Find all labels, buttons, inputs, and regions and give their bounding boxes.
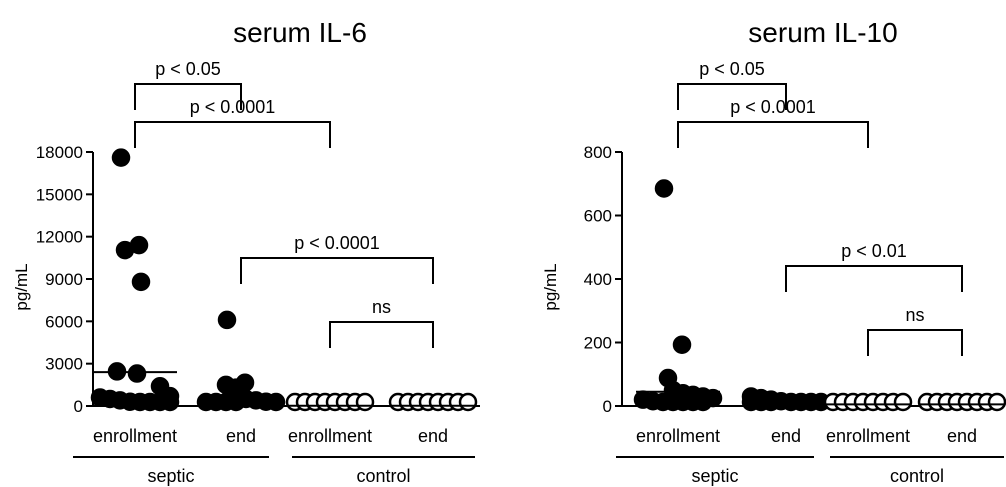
y-tick-label: 9000 xyxy=(45,270,83,289)
y-tick-label: 200 xyxy=(584,334,612,353)
x-category-label: end xyxy=(947,426,977,446)
data-point xyxy=(111,148,131,167)
significance-bracket xyxy=(677,83,787,110)
significance-bracket xyxy=(785,265,963,292)
data-point xyxy=(226,392,246,412)
y-tick-label: 800 xyxy=(584,143,612,162)
chart-title: serum IL-6 xyxy=(233,17,367,48)
group-label: control xyxy=(890,466,944,486)
data-point xyxy=(115,240,135,260)
il10-panel: serum IL-10 0 200 400 600 800 pg/mL enrollment e… xyxy=(541,17,1006,486)
x-category-label: enrollment xyxy=(826,426,910,446)
group-label: septic xyxy=(691,466,738,486)
y-tick-label: 3000 xyxy=(45,355,83,374)
y-tick-label: 600 xyxy=(584,207,612,226)
significance-bracket xyxy=(329,321,434,348)
data-point xyxy=(893,392,913,412)
data-point xyxy=(458,392,478,412)
significance-label: p < 0.0001 xyxy=(294,233,380,253)
data-point xyxy=(672,335,692,354)
data-point xyxy=(693,392,713,412)
significance-label: p < 0.0001 xyxy=(190,97,276,117)
data-point xyxy=(266,392,286,412)
x-category-label: enrollment xyxy=(636,426,720,446)
data-point xyxy=(217,310,237,330)
significance-bracket xyxy=(677,121,869,148)
significance-bracket xyxy=(134,83,242,110)
significance-bracket xyxy=(867,329,963,356)
data-point xyxy=(355,392,375,412)
significance-label: p < 0.05 xyxy=(699,59,765,79)
y-axis-label: pg/mL xyxy=(12,263,31,310)
group-label: control xyxy=(356,466,410,486)
y-tick-label: 18000 xyxy=(36,143,83,162)
significance-label: ns xyxy=(905,305,924,325)
significance-label: p < 0.01 xyxy=(841,241,907,261)
y-tick-label: 0 xyxy=(74,397,83,416)
data-point xyxy=(131,272,151,292)
significance-bracket xyxy=(240,257,434,284)
x-category-label: enrollment xyxy=(93,426,177,446)
x-category-label: enrollment xyxy=(288,426,372,446)
y-axis-label: pg/mL xyxy=(541,263,560,310)
data-point xyxy=(160,392,180,412)
y-tick-label: 12000 xyxy=(36,228,83,247)
chart-title: serum IL-10 xyxy=(748,17,897,48)
data-point xyxy=(654,179,674,198)
x-category-label: end xyxy=(418,426,448,446)
x-category-label: end xyxy=(226,426,256,446)
x-category-label: end xyxy=(771,426,801,446)
y-tick-label: 15000 xyxy=(36,185,83,204)
significance-bracket xyxy=(134,121,331,148)
group-label: septic xyxy=(147,466,194,486)
y-tick-label: 400 xyxy=(584,270,612,289)
y-tick-label: 6000 xyxy=(45,312,83,331)
significance-label: p < 0.0001 xyxy=(730,97,816,117)
significance-label: ns xyxy=(372,297,391,317)
data-point xyxy=(127,364,147,383)
il6-panel: serum IL-6 0 3000 6000 9000 12000 15000 18000 pg… xyxy=(12,17,480,486)
data-point xyxy=(987,392,1006,412)
significance-label: p < 0.05 xyxy=(155,59,221,79)
y-tick-label: 0 xyxy=(603,397,612,416)
